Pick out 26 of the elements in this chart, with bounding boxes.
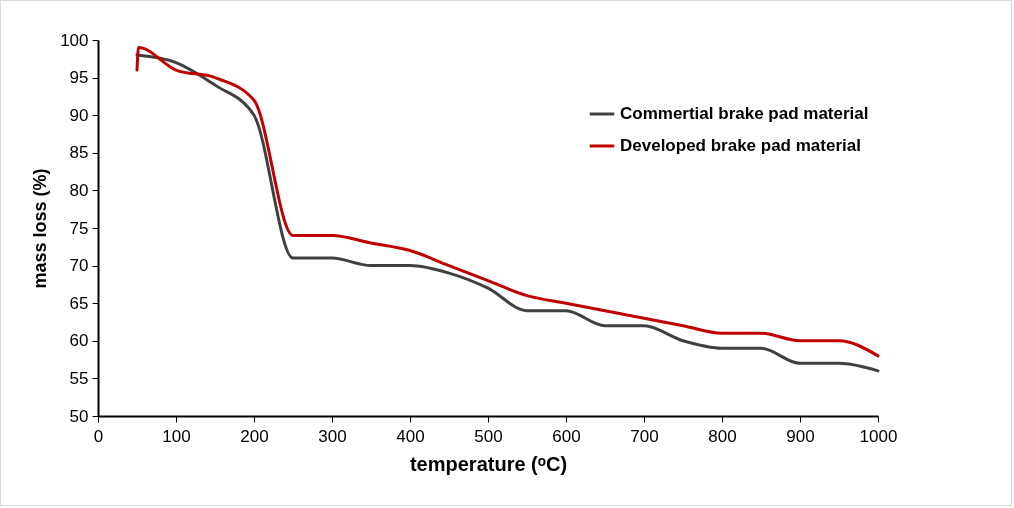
- x-tick-label: 100: [162, 426, 191, 446]
- y-tick-label: 70: [69, 256, 89, 276]
- y-tick-label: 85: [69, 143, 89, 163]
- x-tick-label: 800: [708, 426, 737, 446]
- y-axis-title: mass loss (%): [30, 168, 51, 289]
- y-tick-label: 80: [69, 180, 89, 200]
- x-tick-label: 900: [786, 426, 815, 446]
- y-tick-label: 50: [69, 406, 89, 426]
- legend-label: Developed brake pad material: [620, 136, 861, 155]
- x-axis-title: temperature (ᵒC): [409, 452, 568, 475]
- y-tick-label: 65: [69, 293, 89, 313]
- x-tick-label: 600: [552, 426, 581, 446]
- x-tick-label: 200: [240, 426, 269, 446]
- y-tick-label: 60: [69, 331, 89, 351]
- x-tick-label: 1000: [859, 426, 898, 446]
- y-tick-label: 90: [69, 105, 89, 125]
- x-tick-label: 500: [474, 426, 503, 446]
- y-tick-label: 75: [69, 218, 89, 238]
- legend-label: Commertial brake pad material: [620, 104, 869, 123]
- x-tick-label: 400: [396, 426, 425, 446]
- y-tick-label: 100: [60, 30, 89, 50]
- x-tick-label: 300: [318, 426, 347, 446]
- x-tick-label: 700: [630, 426, 659, 446]
- y-tick-label: 55: [69, 368, 89, 388]
- y-tick-label: 95: [69, 68, 89, 88]
- x-tick-label: 0: [93, 426, 104, 446]
